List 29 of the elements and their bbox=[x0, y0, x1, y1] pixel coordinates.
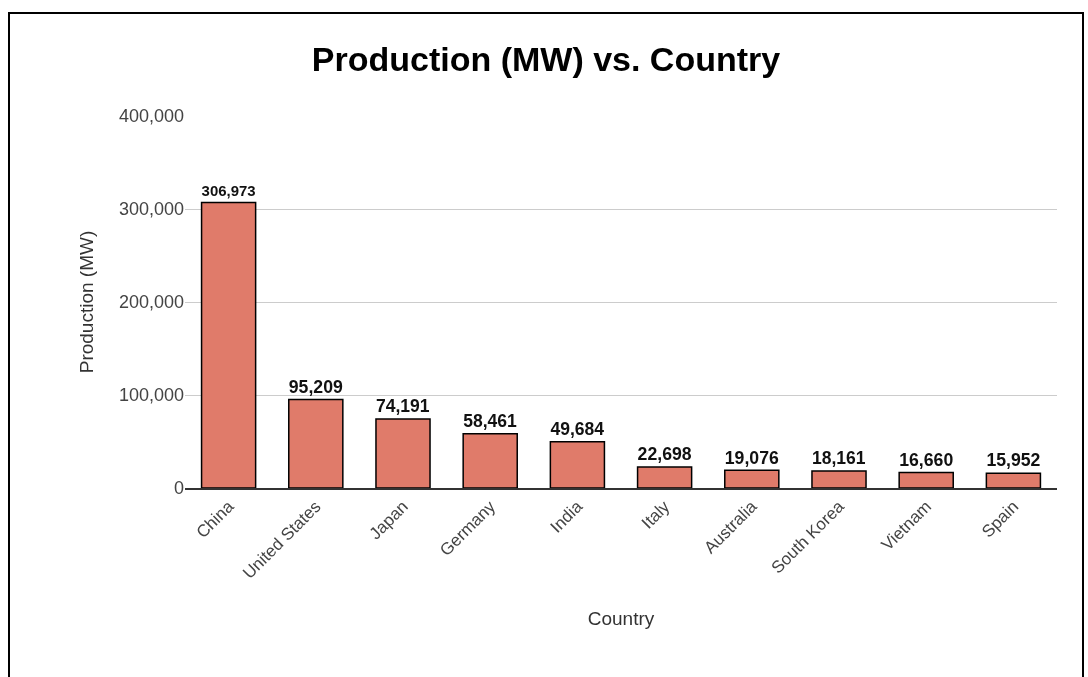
y-tick-label: 300,000 bbox=[118, 199, 184, 220]
bar bbox=[549, 441, 606, 488]
bar bbox=[724, 469, 780, 488]
y-tick-label: 0 bbox=[173, 478, 184, 499]
bar bbox=[985, 472, 1042, 488]
bar bbox=[375, 418, 431, 488]
y-axis-title: Production (MW) bbox=[75, 230, 97, 374]
data-label: 49,684 bbox=[550, 419, 605, 440]
y-tick-label: 400,000 bbox=[118, 106, 184, 127]
y-tick-label: 100,000 bbox=[118, 385, 184, 406]
data-label: 15,952 bbox=[986, 450, 1041, 471]
x-axis-title: Country bbox=[587, 607, 655, 629]
data-label: 16,660 bbox=[899, 449, 954, 470]
bar bbox=[462, 432, 518, 488]
bar bbox=[636, 466, 693, 488]
data-label: 22,698 bbox=[637, 444, 692, 465]
chart-title: Production (MW) vs. Country bbox=[311, 40, 781, 78]
y-tick-label: 200,000 bbox=[118, 292, 184, 313]
data-label: 58,461 bbox=[463, 410, 518, 431]
x-tick-label: Italy bbox=[637, 496, 674, 533]
data-label: 19,076 bbox=[724, 447, 779, 468]
bar bbox=[200, 201, 257, 488]
bar bbox=[288, 398, 344, 488]
bar bbox=[811, 470, 867, 488]
data-label: 306,973 bbox=[201, 182, 256, 200]
data-label: 18,161 bbox=[811, 448, 866, 469]
data-label: 95,209 bbox=[288, 376, 343, 397]
bar bbox=[898, 471, 954, 488]
data-label: 74,191 bbox=[375, 396, 430, 417]
